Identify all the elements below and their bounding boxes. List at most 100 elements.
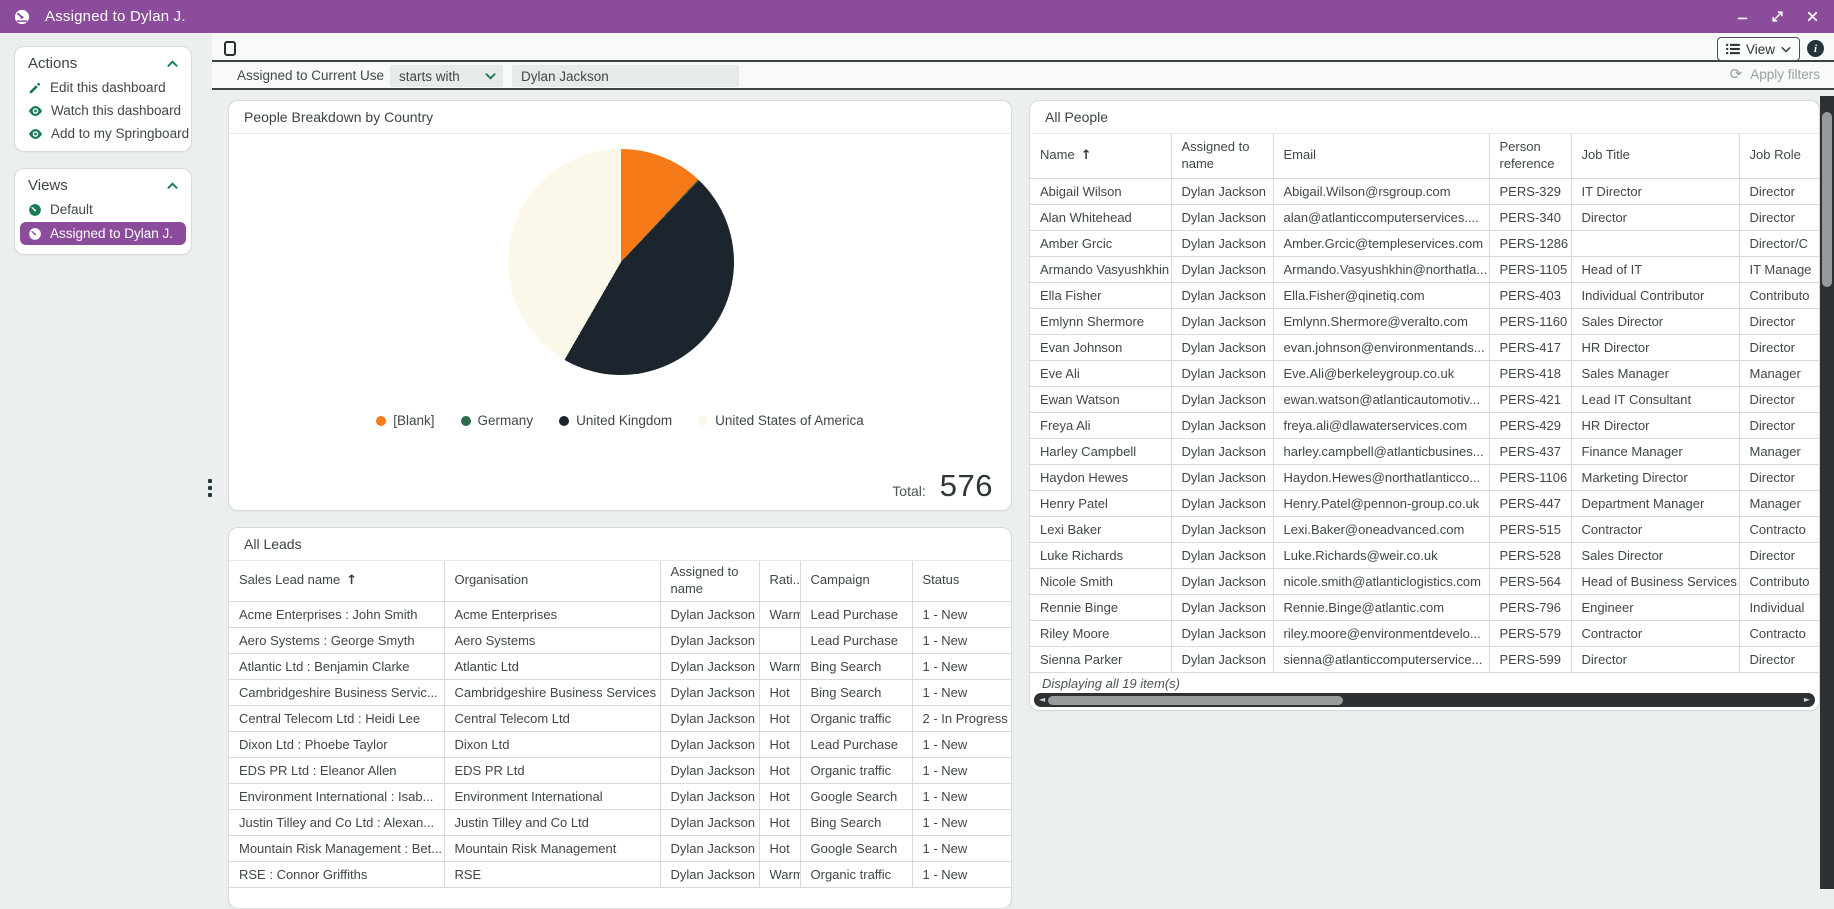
table-row[interactable]: Cambridgeshire Business Servic...Cambrid… <box>229 679 1012 705</box>
sidebar-item-view-default[interactable]: Default <box>15 198 191 221</box>
sidebar-item-view-assigned-dylan[interactable]: Assigned to Dylan J. <box>20 222 186 245</box>
table-row[interactable]: Sienna ParkerDylan Jacksonsienna@atlanti… <box>1030 646 1821 672</box>
table-row[interactable]: Environment International : Isab...Envir… <box>229 783 1012 809</box>
table-row[interactable]: Eve AliDylan JacksonEve.Ali@berkeleygrou… <box>1030 360 1821 386</box>
column-header-job-title[interactable]: Job Title <box>1571 134 1739 178</box>
column-label: Job Title <box>1582 147 1630 162</box>
table-cell: Contractor <box>1571 516 1739 542</box>
info-icon[interactable]: i <box>1807 40 1824 57</box>
column-header-assigned-to[interactable]: Assigned to name <box>660 561 759 601</box>
table-row[interactable]: Amber GrcicDylan JacksonAmber.Grcic@temp… <box>1030 230 1821 256</box>
table-row[interactable]: Haydon HewesDylan JacksonHaydon.Hewes@no… <box>1030 464 1821 490</box>
table-cell: Dylan Jackson <box>1171 334 1273 360</box>
sidebar-item-add-springboard[interactable]: Add to my Springboard <box>15 122 191 145</box>
table-cell: Rennie Binge <box>1030 594 1171 620</box>
views-panel-title: Views <box>28 177 68 194</box>
table-cell: Sales Director <box>1571 308 1739 334</box>
table-cell: PERS-447 <box>1489 490 1571 516</box>
table-cell: IT Director <box>1571 178 1739 204</box>
vertical-scrollbar-thumb[interactable] <box>1822 112 1832 287</box>
table-row[interactable]: Atlantic Ltd : Benjamin ClarkeAtlantic L… <box>229 653 1012 679</box>
table-row[interactable]: Aero Systems : George SmythAero SystemsD… <box>229 627 1012 653</box>
legend-swatch <box>376 416 386 426</box>
table-cell: Atlantic Ltd <box>444 653 660 679</box>
table-row[interactable]: Dixon Ltd : Phoebe TaylorDixon LtdDylan … <box>229 731 1012 757</box>
table-row[interactable]: Nicole SmithDylan Jacksonnicole.smith@at… <box>1030 568 1821 594</box>
table-row[interactable]: Central Telecom Ltd : Heidi LeeCentral T… <box>229 705 1012 731</box>
drag-handle-icon[interactable] <box>206 477 214 499</box>
column-header-sales-lead-name[interactable]: Sales Lead name↑ <box>229 561 444 601</box>
column-header-name[interactable]: Name↑ <box>1030 134 1171 178</box>
table-cell: PERS-429 <box>1489 412 1571 438</box>
table-cell: Sales Director <box>1571 542 1739 568</box>
sidebar-item-watch-dashboard[interactable]: Watch this dashboard <box>15 99 191 122</box>
table-row[interactable]: Rennie BingeDylan JacksonRennie.Binge@at… <box>1030 594 1821 620</box>
table-row[interactable]: Abigail WilsonDylan JacksonAbigail.Wilso… <box>1030 178 1821 204</box>
maximize-button[interactable] <box>1768 8 1786 26</box>
table-cell: freya.ali@dlawaterservices.com <box>1273 412 1489 438</box>
filter-operator-select[interactable]: starts with <box>390 65 503 87</box>
table-row[interactable]: Emlynn ShermoreDylan JacksonEmlynn.Sherm… <box>1030 308 1821 334</box>
table-row[interactable]: Luke RichardsDylan JacksonLuke.Richards@… <box>1030 542 1821 568</box>
legend-item[interactable]: [Blank] <box>376 413 434 428</box>
table-row[interactable]: RSE : Connor GriffithsRSEDylan JacksonWa… <box>229 861 1012 887</box>
horizontal-scrollbar[interactable]: ◄ ► <box>1034 693 1815 707</box>
table-cell: Sienna Parker <box>1030 646 1171 672</box>
column-header-job-role[interactable]: Job Role <box>1739 134 1821 178</box>
column-header-organisation[interactable]: Organisation <box>444 561 660 601</box>
table-row[interactable]: Acme Enterprises : John SmithAcme Enterp… <box>229 601 1012 627</box>
legend-item[interactable]: Germany <box>461 413 534 428</box>
table-cell: Individual Contributor <box>1571 282 1739 308</box>
column-header-email[interactable]: Email <box>1273 134 1489 178</box>
table-cell: Director <box>1739 542 1821 568</box>
table-cell: Lexi.Baker@oneadvanced.com <box>1273 516 1489 542</box>
collapse-chevron-icon[interactable] <box>167 182 178 190</box>
table-row[interactable]: Alan WhiteheadDylan Jacksonalan@atlantic… <box>1030 204 1821 230</box>
all-people-panel: All People Name↑ Assigned to name Email … <box>1029 100 1820 711</box>
scroll-left-arrow-icon[interactable]: ◄ <box>1039 696 1045 704</box>
horizontal-scrollbar-thumb[interactable] <box>1048 696 1343 705</box>
sidebar-item-edit-dashboard[interactable]: Edit this dashboard <box>15 76 191 99</box>
collapse-chevron-icon[interactable] <box>167 60 178 68</box>
apply-filters-button[interactable]: ⟳ Apply filters <box>1730 67 1820 82</box>
table-row[interactable]: Evan JohnsonDylan Jacksonevan.johnson@en… <box>1030 334 1821 360</box>
legend-item[interactable]: United Kingdom <box>559 413 672 428</box>
minimize-button[interactable] <box>1733 8 1751 26</box>
table-cell: Dylan Jackson <box>1171 308 1273 334</box>
table-cell: Freya Ali <box>1030 412 1171 438</box>
table-row[interactable]: EDS PR Ltd : Eleanor AllenEDS PR LtdDyla… <box>229 757 1012 783</box>
table-cell: Finance Manager <box>1571 438 1739 464</box>
table-row[interactable]: Harley CampbellDylan Jacksonharley.campb… <box>1030 438 1821 464</box>
table-row[interactable]: Armando VasyushkhinDylan JacksonArmando.… <box>1030 256 1821 282</box>
table-row[interactable]: Freya AliDylan Jacksonfreya.ali@dlawater… <box>1030 412 1821 438</box>
vertical-scrollbar[interactable] <box>1820 96 1834 889</box>
table-row[interactable]: Henry PatelDylan JacksonHenry.Patel@penn… <box>1030 490 1821 516</box>
column-header-rating[interactable]: Rati... <box>759 561 800 601</box>
legend-item[interactable]: United States of America <box>698 413 864 428</box>
scroll-right-arrow-icon[interactable]: ► <box>1804 696 1810 704</box>
table-row[interactable]: Ella FisherDylan JacksonElla.Fisher@qine… <box>1030 282 1821 308</box>
sort-asc-icon: ↑ <box>1081 148 1092 163</box>
table-cell: Environment International <box>444 783 660 809</box>
filter-value-input[interactable] <box>512 65 739 87</box>
column-header-status[interactable]: Status <box>912 561 1012 601</box>
table-cell: Director <box>1571 204 1739 230</box>
table-row[interactable]: Ewan WatsonDylan Jacksonewan.watson@atla… <box>1030 386 1821 412</box>
close-button[interactable] <box>1803 8 1821 26</box>
table-status-text: Displaying all 19 item(s) <box>1030 672 1819 694</box>
table-row[interactable]: Lexi BakerDylan JacksonLexi.Baker@oneadv… <box>1030 516 1821 542</box>
table-cell: Ella.Fisher@qinetiq.com <box>1273 282 1489 308</box>
view-dropdown-button[interactable]: View <box>1717 37 1800 61</box>
table-row[interactable]: Justin Tilley and Co Ltd : Alexan...Just… <box>229 809 1012 835</box>
column-header-campaign[interactable]: Campaign <box>800 561 912 601</box>
table-row[interactable]: Mountain Risk Management : Bet...Mountai… <box>229 835 1012 861</box>
table-cell: PERS-340 <box>1489 204 1571 230</box>
table-cell: Emlynn.Shermore@veralto.com <box>1273 308 1489 334</box>
column-header-person-reference[interactable]: Person reference <box>1489 134 1571 178</box>
table-row[interactable]: Riley MooreDylan Jacksonriley.moore@envi… <box>1030 620 1821 646</box>
table-cell: RSE <box>444 861 660 887</box>
sidebar-toggle-icon[interactable] <box>224 41 236 56</box>
table-cell: Warm <box>759 861 800 887</box>
table-cell: Director <box>1739 412 1821 438</box>
column-header-assigned-to[interactable]: Assigned to name <box>1171 134 1273 178</box>
